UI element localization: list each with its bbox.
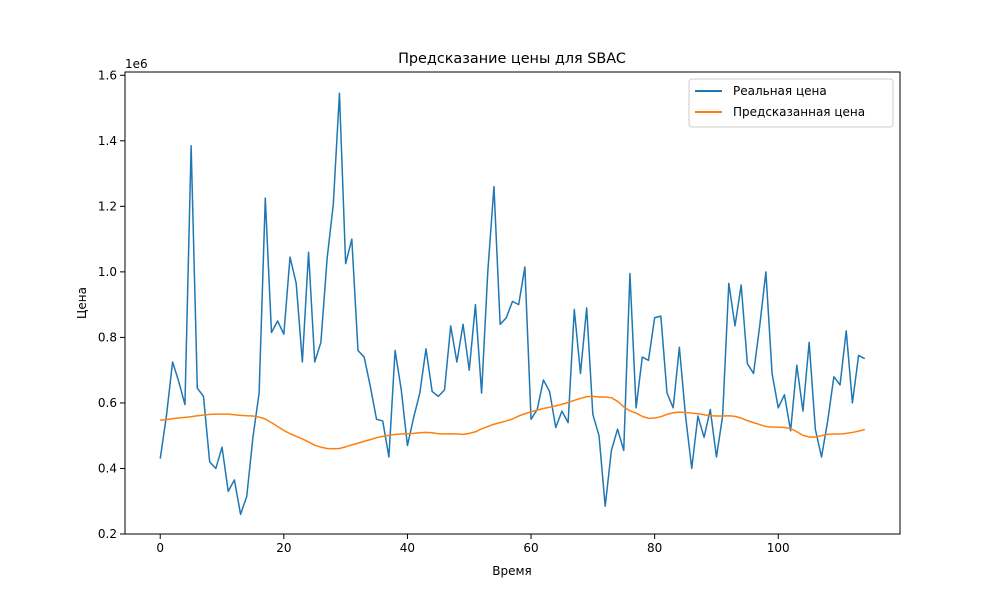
legend-box — [688, 78, 894, 128]
x-axis-label: Время — [492, 564, 532, 578]
legend-label-real-price: Реальная цена — [733, 84, 827, 98]
y-tick-label: 1.2 — [98, 199, 117, 213]
y-tick-label: 0.8 — [98, 330, 117, 344]
x-axis-ticks: 0 20 40 60 80 100 — [156, 534, 790, 555]
x-tick-label: 20 — [276, 541, 291, 555]
y-tick-label: 0.4 — [98, 461, 117, 475]
x-tick-label: 0 — [156, 541, 164, 555]
y-offset-label: 1e6 — [125, 57, 148, 71]
legend-label-predicted-price: Предсказанная цена — [733, 105, 865, 119]
legend: Реальная цена Предсказанная цена — [688, 78, 894, 128]
y-tick-label: 0.2 — [98, 527, 117, 541]
x-tick-label: 40 — [400, 541, 415, 555]
y-tick-label: 1.4 — [98, 134, 117, 148]
y-axis-label: Цена — [75, 287, 89, 319]
predicted-price-line — [160, 395, 865, 450]
chart-title: Предсказание цены для SBAC — [398, 51, 626, 67]
x-tick-label: 80 — [647, 541, 662, 555]
x-tick-label: 100 — [767, 541, 790, 555]
real-price-line — [159, 92, 866, 516]
y-tick-label: 0.6 — [98, 396, 117, 410]
y-axis-ticks: 0.2 0.4 0.6 0.8 1.0 1.2 1.4 1.6 — [98, 68, 125, 541]
y-tick-label: 1.0 — [98, 265, 117, 279]
plot-area-frame — [124, 71, 901, 535]
series-lines — [159, 92, 866, 516]
y-tick-label: 1.6 — [98, 68, 117, 82]
x-tick-label: 60 — [523, 541, 538, 555]
